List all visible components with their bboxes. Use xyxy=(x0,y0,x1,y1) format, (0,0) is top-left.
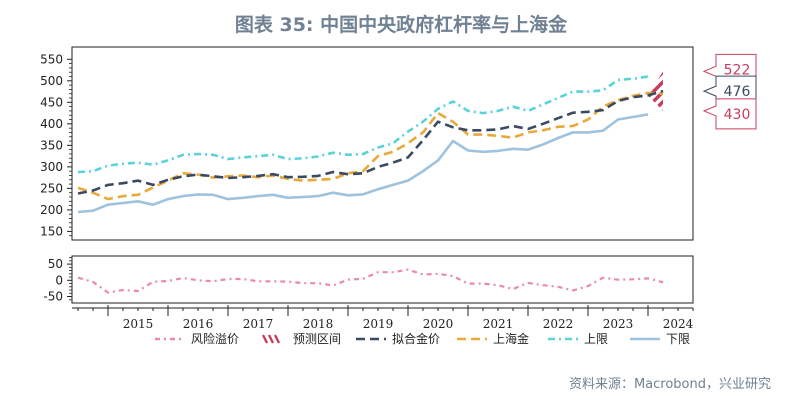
x-tick-label: 2017 xyxy=(243,317,274,331)
series-line-risk-premium xyxy=(77,268,664,294)
legend-swatch xyxy=(267,334,275,344)
source-note: 资料来源：Macrobond，兴业研究 xyxy=(569,377,771,392)
legend-swatch xyxy=(273,334,281,344)
y-tick-label: 300 xyxy=(40,160,63,174)
risk-premium-panel: -50 0 50 xyxy=(43,255,694,304)
forecast-band xyxy=(648,71,663,111)
legend-item-lower: 下限 xyxy=(630,332,690,346)
forecast-callouts: 522 476 430 xyxy=(702,53,757,130)
chart-title: 图表 35: 中国中央政府杠杆率与上海金 xyxy=(235,13,568,36)
x-axis: 2015 2016 2017 2018 2019 2020 2021 2022 2023 2024 xyxy=(72,305,694,331)
x-tick-label: 2018 xyxy=(303,317,334,331)
series-line-upper xyxy=(77,75,649,174)
legend: 风险溢价 预测区间 拟合金价 上海金 上限 下限 xyxy=(155,331,690,346)
x-tick-label: 2020 xyxy=(423,317,454,331)
legend-label: 上海金 xyxy=(493,331,529,346)
series-line-fitted xyxy=(77,89,664,195)
main-panel: 150 200 250 300 350 400 450 500 550 xyxy=(40,46,694,241)
legend-item-shanghai-gold: 上海金 xyxy=(457,331,529,346)
main-panel-frame xyxy=(71,46,694,241)
legend-item-fitted: 拟合金价 xyxy=(356,331,440,346)
legend-label: 拟合金价 xyxy=(392,331,440,346)
series-line-shanghai-gold xyxy=(77,91,664,201)
x-tick-label: 2023 xyxy=(603,317,634,331)
callout-label: 522 xyxy=(724,62,751,78)
x-tick-label: 2021 xyxy=(483,317,514,331)
series-line-lower xyxy=(77,113,649,214)
y-tick-label: 250 xyxy=(40,181,63,195)
y-tick-label: 150 xyxy=(40,224,63,238)
x-tick-label: 2019 xyxy=(363,317,394,331)
legend-swatch xyxy=(261,334,269,344)
y-tick-label: 0 xyxy=(55,273,63,287)
callout-box xyxy=(702,98,757,130)
legend-item-risk-premium: 风险溢价 xyxy=(155,331,239,346)
y-tick-label: 550 xyxy=(40,52,63,66)
legend-label: 下限 xyxy=(666,332,690,346)
y-tick-label: 350 xyxy=(40,138,63,152)
x-tick-label: 2022 xyxy=(543,317,574,331)
legend-label: 预测区间 xyxy=(293,332,341,346)
y-tick-label: 500 xyxy=(40,74,63,88)
legend-label: 上限 xyxy=(584,332,608,346)
callout-label: 430 xyxy=(724,107,751,123)
x-tick-label: 2024 xyxy=(663,317,694,331)
y-tick-label: -50 xyxy=(43,290,63,304)
legend-item-forecast: 预测区间 xyxy=(261,332,341,346)
x-tick-label: 2016 xyxy=(183,317,214,331)
x-tick-label: 2015 xyxy=(123,317,154,331)
y-tick-label: 400 xyxy=(40,117,63,131)
y-tick-label: 50 xyxy=(48,257,63,271)
risk-panel-frame xyxy=(71,255,694,304)
callout-label: 476 xyxy=(724,84,751,100)
legend-label: 风险溢价 xyxy=(191,331,239,346)
y-tick-label: 200 xyxy=(40,203,63,217)
legend-item-upper: 上限 xyxy=(548,332,608,346)
y-tick-label: 450 xyxy=(40,95,63,109)
